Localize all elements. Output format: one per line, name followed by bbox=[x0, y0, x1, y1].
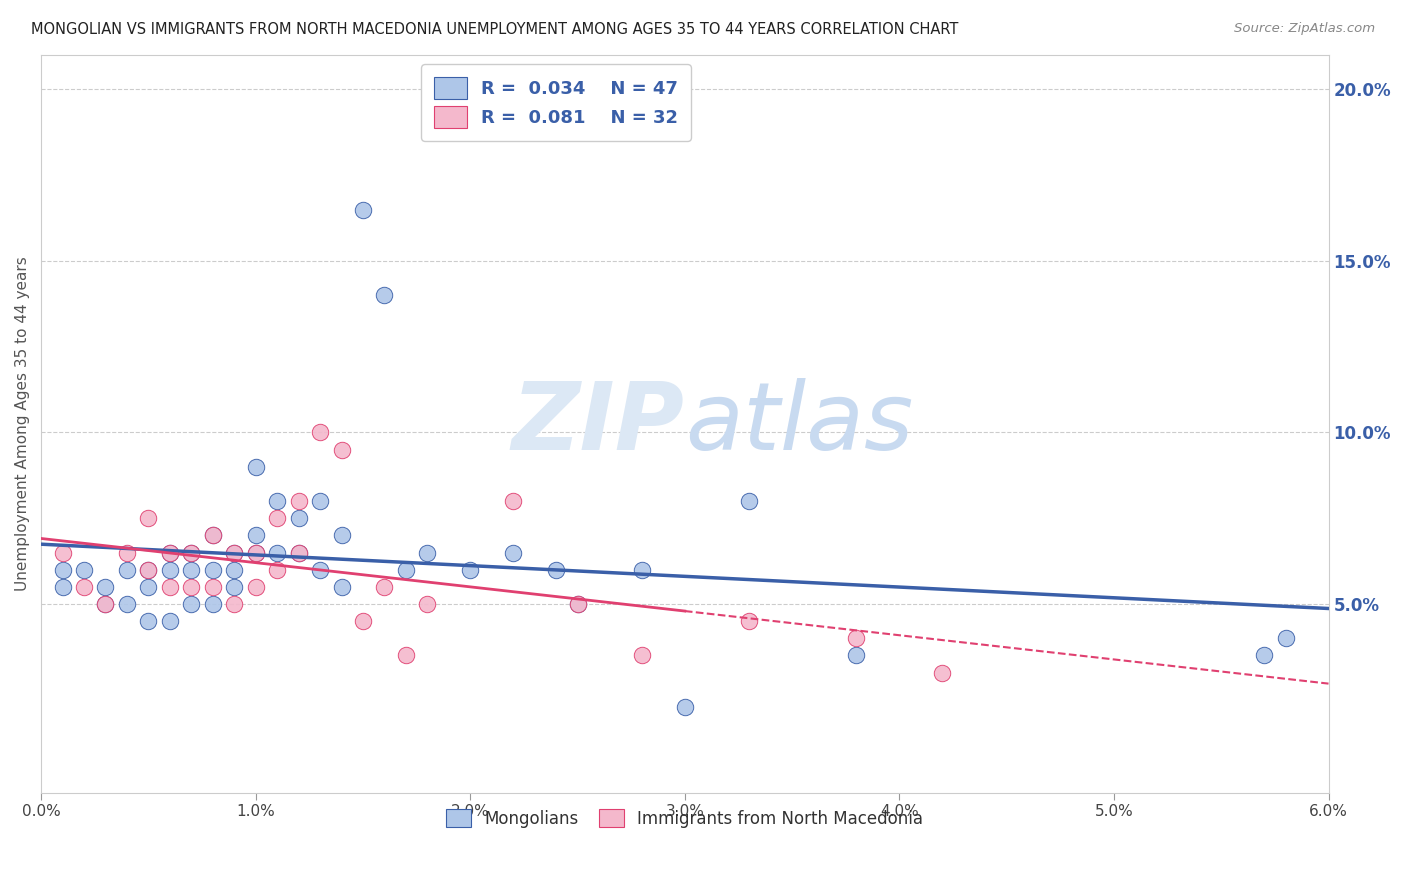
Point bbox=[245, 528, 267, 542]
Point bbox=[373, 580, 395, 594]
Point bbox=[266, 545, 288, 559]
Point bbox=[245, 545, 267, 559]
Point bbox=[201, 563, 224, 577]
Point bbox=[138, 580, 160, 594]
Point bbox=[1253, 648, 1275, 663]
Point bbox=[309, 425, 332, 440]
Point bbox=[245, 459, 267, 474]
Point bbox=[159, 545, 181, 559]
Text: Source: ZipAtlas.com: Source: ZipAtlas.com bbox=[1234, 22, 1375, 36]
Point bbox=[201, 528, 224, 542]
Point bbox=[159, 580, 181, 594]
Point bbox=[416, 545, 439, 559]
Point bbox=[94, 580, 117, 594]
Y-axis label: Unemployment Among Ages 35 to 44 years: Unemployment Among Ages 35 to 44 years bbox=[15, 257, 30, 591]
Point bbox=[201, 580, 224, 594]
Text: atlas: atlas bbox=[685, 378, 912, 469]
Point bbox=[115, 545, 138, 559]
Point bbox=[52, 563, 75, 577]
Point bbox=[138, 614, 160, 628]
Point bbox=[224, 563, 246, 577]
Point bbox=[159, 614, 181, 628]
Point bbox=[544, 563, 567, 577]
Point bbox=[180, 597, 202, 611]
Point bbox=[180, 545, 202, 559]
Point bbox=[395, 648, 418, 663]
Point bbox=[416, 597, 439, 611]
Point bbox=[159, 545, 181, 559]
Point bbox=[159, 563, 181, 577]
Point bbox=[73, 563, 96, 577]
Point bbox=[94, 597, 117, 611]
Point bbox=[287, 545, 309, 559]
Point bbox=[224, 597, 246, 611]
Point bbox=[567, 597, 589, 611]
Point bbox=[352, 614, 374, 628]
Point bbox=[201, 597, 224, 611]
Point bbox=[1274, 632, 1296, 646]
Point bbox=[738, 494, 761, 508]
Point bbox=[738, 614, 761, 628]
Point bbox=[352, 202, 374, 217]
Point bbox=[631, 648, 654, 663]
Point bbox=[309, 494, 332, 508]
Point bbox=[94, 597, 117, 611]
Point bbox=[180, 545, 202, 559]
Point bbox=[330, 442, 353, 457]
Point bbox=[845, 632, 868, 646]
Point bbox=[395, 563, 418, 577]
Point bbox=[266, 494, 288, 508]
Point bbox=[309, 563, 332, 577]
Point bbox=[287, 545, 309, 559]
Point bbox=[631, 563, 654, 577]
Point bbox=[138, 563, 160, 577]
Point bbox=[52, 545, 75, 559]
Point bbox=[373, 288, 395, 302]
Point bbox=[115, 563, 138, 577]
Point bbox=[224, 580, 246, 594]
Point bbox=[458, 563, 481, 577]
Point bbox=[266, 511, 288, 525]
Point bbox=[73, 580, 96, 594]
Point bbox=[245, 580, 267, 594]
Point bbox=[330, 580, 353, 594]
Point bbox=[138, 511, 160, 525]
Point bbox=[287, 511, 309, 525]
Point bbox=[330, 528, 353, 542]
Point bbox=[180, 580, 202, 594]
Point bbox=[201, 528, 224, 542]
Point bbox=[115, 597, 138, 611]
Text: ZIP: ZIP bbox=[512, 378, 685, 470]
Legend: Mongolians, Immigrants from North Macedonia: Mongolians, Immigrants from North Macedo… bbox=[439, 801, 932, 836]
Point bbox=[845, 648, 868, 663]
Point bbox=[52, 580, 75, 594]
Point bbox=[567, 597, 589, 611]
Point bbox=[287, 494, 309, 508]
Point bbox=[180, 563, 202, 577]
Point bbox=[931, 665, 953, 680]
Text: MONGOLIAN VS IMMIGRANTS FROM NORTH MACEDONIA UNEMPLOYMENT AMONG AGES 35 TO 44 YE: MONGOLIAN VS IMMIGRANTS FROM NORTH MACED… bbox=[31, 22, 959, 37]
Point bbox=[266, 563, 288, 577]
Point bbox=[673, 699, 696, 714]
Point bbox=[502, 494, 524, 508]
Point bbox=[245, 545, 267, 559]
Point bbox=[502, 545, 524, 559]
Point bbox=[224, 545, 246, 559]
Point bbox=[138, 563, 160, 577]
Point bbox=[224, 545, 246, 559]
